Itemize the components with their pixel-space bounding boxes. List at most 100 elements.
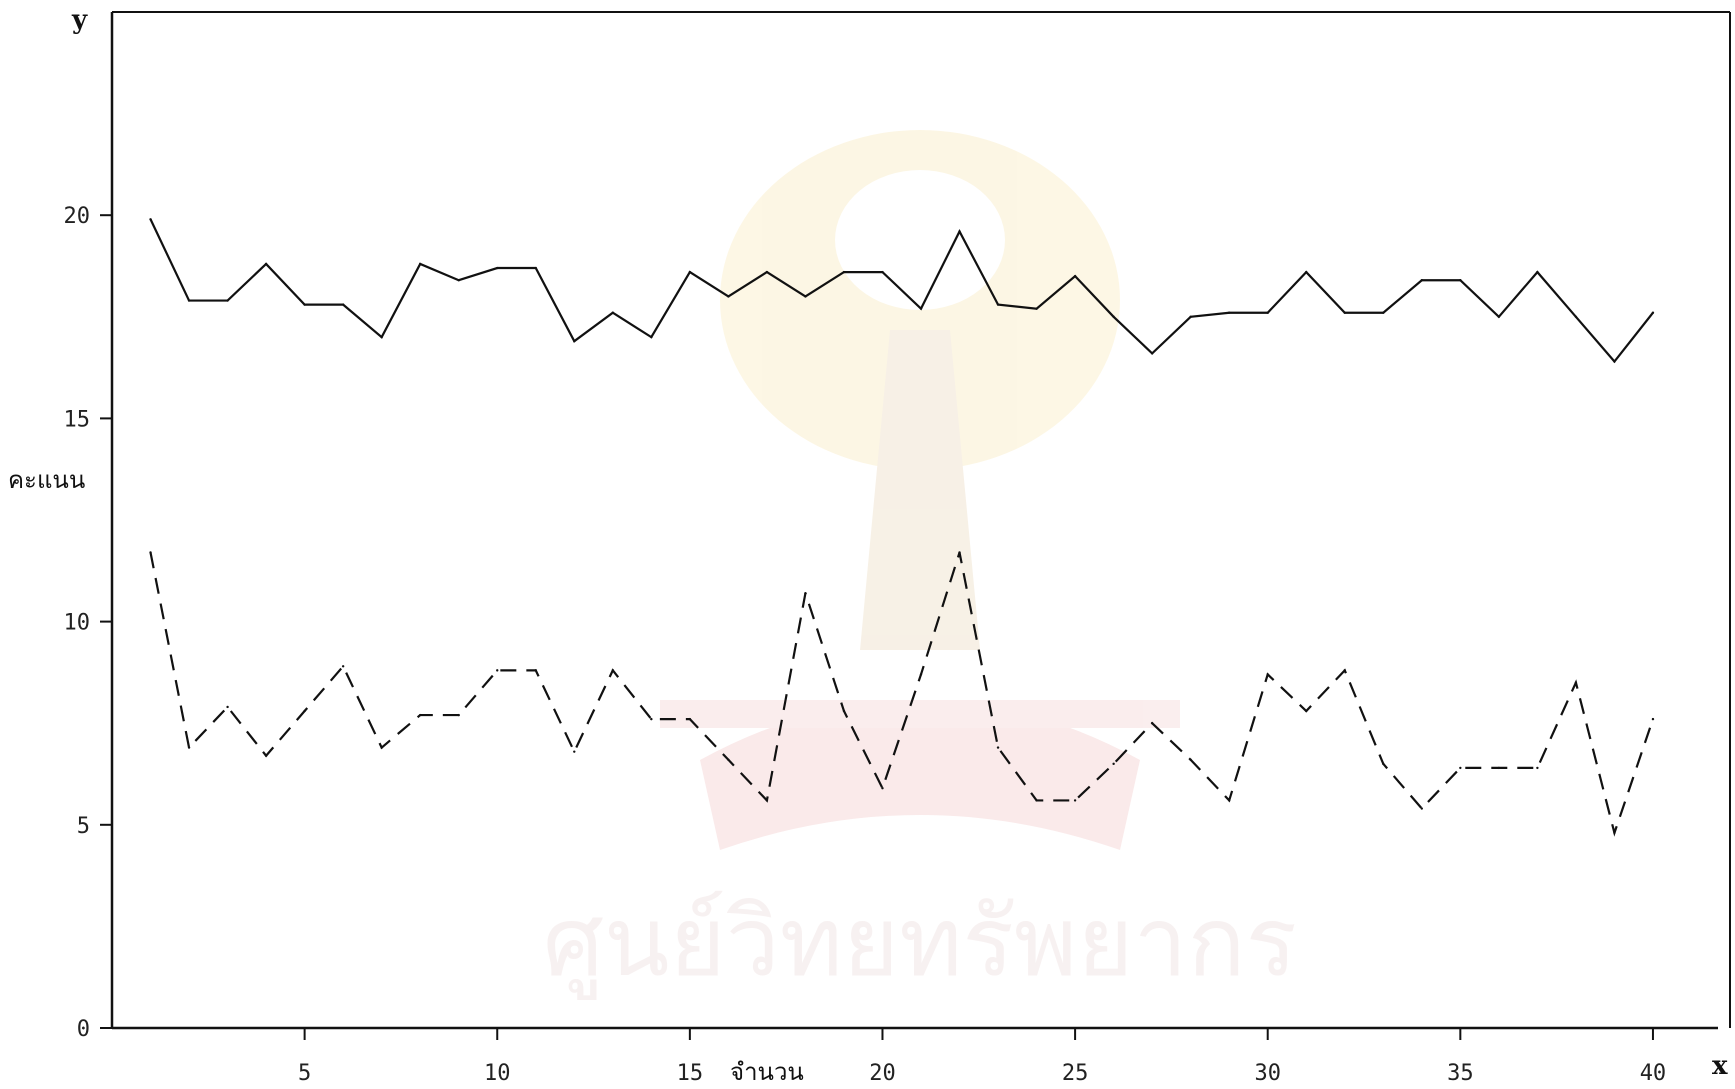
data-point <box>1227 799 1231 802</box>
x-tick-label: 15 <box>677 1061 704 1086</box>
data-point <box>149 551 152 554</box>
data-point <box>1266 673 1269 676</box>
series-points-0 <box>149 218 1655 363</box>
data-point <box>1073 274 1077 278</box>
x-tick-label: 5 <box>298 1061 311 1086</box>
watermark: ศูนย์วิทยทรัพยากร <box>543 130 1297 1000</box>
data-point <box>496 266 499 270</box>
data-point <box>1035 799 1038 802</box>
data-point <box>1536 766 1539 770</box>
data-point <box>1305 270 1308 274</box>
data-point <box>881 787 884 790</box>
data-point <box>226 299 229 302</box>
data-point <box>1420 279 1424 282</box>
data-point <box>264 754 268 757</box>
x-ticks: 5 10 15 20 25 30 35 40 <box>298 1028 1666 1086</box>
data-point <box>1343 669 1346 672</box>
data-point <box>1574 681 1578 684</box>
data-point <box>1189 758 1192 761</box>
data-point <box>226 705 229 709</box>
data-point <box>804 295 807 298</box>
y-tick-label: 20 <box>64 204 91 229</box>
y-ticks: 0 5 10 15 20 <box>64 204 112 1042</box>
x-tick-label: 35 <box>1447 1061 1474 1086</box>
data-point <box>688 270 692 274</box>
data-point <box>1459 766 1462 770</box>
data-point <box>842 270 846 274</box>
data-point <box>1227 311 1231 314</box>
data-point <box>380 746 383 749</box>
data-point <box>919 673 923 676</box>
watermark-text: ศูนย์วิทยทรัพยากร <box>543 886 1297 1000</box>
series-layer <box>149 218 1655 837</box>
data-point <box>996 746 1000 749</box>
data-point <box>418 262 422 266</box>
dashed-series-line <box>149 552 1654 837</box>
data-point <box>1189 315 1192 318</box>
data-point <box>1420 807 1424 810</box>
data-point <box>573 339 576 343</box>
data-point <box>958 551 961 554</box>
data-point <box>1343 311 1346 314</box>
data-point <box>1613 831 1616 835</box>
data-point <box>341 665 345 668</box>
data-point <box>1150 352 1154 355</box>
data-point <box>1651 717 1655 721</box>
x-axis-label: จำนวน <box>730 1058 804 1086</box>
data-point <box>380 335 383 339</box>
data-point <box>303 709 306 713</box>
data-point <box>1112 315 1115 318</box>
x-tick-label: 20 <box>869 1061 896 1086</box>
x-tick-label: 10 <box>484 1061 511 1086</box>
y-tick-label: 15 <box>64 407 91 432</box>
y-tick-label: 0 <box>77 1017 90 1042</box>
x-tick-label: 40 <box>1640 1061 1667 1086</box>
data-point <box>1305 709 1308 713</box>
data-point <box>187 746 191 749</box>
data-point <box>611 669 615 672</box>
data-point <box>1150 722 1154 725</box>
data-point <box>1112 762 1115 766</box>
data-point <box>1497 315 1501 318</box>
data-point <box>688 717 692 721</box>
y-tick-label: 10 <box>64 611 91 636</box>
x-tick-label: 25 <box>1062 1061 1089 1086</box>
data-point <box>573 750 576 753</box>
y-axis-letter: y <box>71 5 88 35</box>
data-point <box>650 335 653 339</box>
data-point <box>534 669 537 672</box>
data-point <box>650 717 653 721</box>
data-point <box>1536 270 1539 274</box>
series-points-1 <box>149 551 1655 835</box>
data-point <box>187 299 191 302</box>
x-axis-letter: x <box>1712 1051 1728 1081</box>
data-point <box>341 303 345 306</box>
solid-series-line <box>149 218 1654 364</box>
data-point <box>1266 311 1269 314</box>
data-point <box>611 311 615 314</box>
y-tick-label: 5 <box>77 814 90 839</box>
data-point <box>958 230 961 233</box>
data-point <box>1574 315 1578 318</box>
data-point <box>1035 307 1038 310</box>
data-point <box>1613 360 1616 363</box>
data-point <box>534 266 537 270</box>
data-point <box>727 295 730 298</box>
data-point <box>496 669 499 672</box>
data-point <box>1382 311 1385 314</box>
data-point <box>727 758 730 761</box>
data-point <box>264 262 268 266</box>
data-point <box>457 713 460 717</box>
data-point <box>996 303 1000 306</box>
data-point <box>1497 766 1501 770</box>
data-point <box>303 303 306 306</box>
data-point <box>765 270 769 274</box>
data-point <box>418 713 422 717</box>
data-point <box>1382 762 1385 766</box>
data-point <box>765 799 769 802</box>
data-point <box>804 591 807 595</box>
data-point <box>842 709 846 713</box>
data-point <box>1459 279 1462 282</box>
watermark-seal <box>660 130 1180 850</box>
